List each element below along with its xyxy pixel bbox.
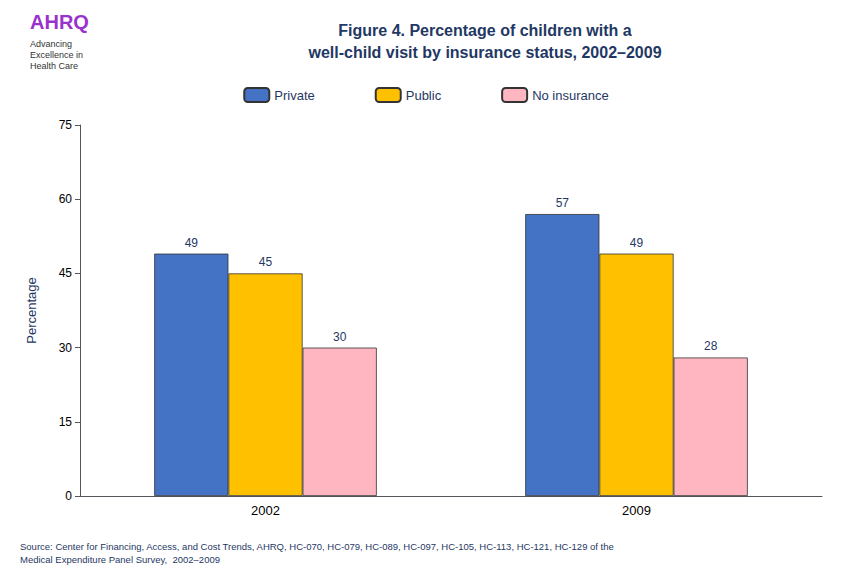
svg-text:Advancing: Advancing <box>30 39 72 49</box>
svg-text:49: 49 <box>185 236 199 250</box>
svg-text:49: 49 <box>630 236 644 250</box>
svg-text:45: 45 <box>59 266 73 280</box>
svg-text:15: 15 <box>59 415 73 429</box>
svg-text:60: 60 <box>59 192 73 206</box>
svg-text:Medical Expenditure Panel Surv: Medical Expenditure Panel Survey, 2002–2… <box>20 554 220 565</box>
svg-text:Percentage: Percentage <box>24 277 39 344</box>
svg-text:Excellence in: Excellence in <box>30 50 83 60</box>
svg-text:Private: Private <box>274 88 314 103</box>
svg-text:AHRQ: AHRQ <box>30 11 89 33</box>
svg-text:30: 30 <box>59 341 73 355</box>
svg-text:0: 0 <box>65 489 72 503</box>
svg-text:2009: 2009 <box>622 503 651 518</box>
svg-text:57: 57 <box>556 196 570 210</box>
svg-text:45: 45 <box>259 255 273 269</box>
svg-text:Source: Center for Financing,: Source: Center for Financing, Access, an… <box>20 541 614 552</box>
svg-text:No insurance: No insurance <box>532 88 609 103</box>
svg-text:75: 75 <box>59 118 73 132</box>
svg-text:28: 28 <box>704 339 718 353</box>
svg-text:2002: 2002 <box>251 503 280 518</box>
svg-text:Public: Public <box>406 88 442 103</box>
svg-text:Health Care: Health Care <box>30 61 78 71</box>
svg-text:30: 30 <box>333 330 347 344</box>
svg-text:Figure 4. Percentage of childr: Figure 4. Percentage of children with a <box>338 22 632 39</box>
svg-text:well-child visit by insurance: well-child visit by insurance status, 20… <box>307 44 661 61</box>
